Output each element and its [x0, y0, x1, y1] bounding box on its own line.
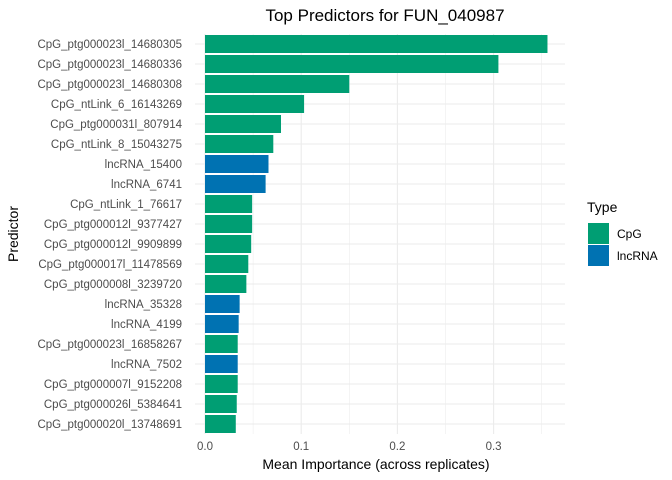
bar [205, 35, 548, 53]
bar [205, 295, 240, 313]
bars [205, 35, 548, 433]
bar [205, 175, 266, 193]
x-tick-label: 0.3 [486, 441, 502, 453]
y-axis-title: Predictor [5, 206, 21, 262]
bar [205, 315, 239, 333]
legend-label-cpg: CpG [617, 227, 642, 241]
y-tick-label: CpG_ntLink_6_16143269 [51, 99, 182, 111]
legend-title: Type [587, 199, 618, 215]
grid [195, 34, 565, 434]
legend-label-lncrna: lncRNA [617, 249, 658, 263]
bar [205, 115, 281, 133]
bar [205, 235, 252, 253]
y-tick-label: CpG_ntLink_8_15043275 [51, 139, 182, 151]
bar [205, 155, 269, 173]
legend-key-lncrna [588, 245, 609, 266]
y-tick-label: CpG_ptg000023l_16858267 [37, 339, 182, 351]
bar [205, 355, 238, 373]
bar [205, 135, 274, 153]
bar [205, 215, 253, 233]
y-tick-label: CpG_ntLink_1_76617 [70, 199, 182, 211]
bar [205, 55, 499, 73]
y-tick-label: CpG_ptg000008l_3239720 [44, 279, 182, 291]
bar [205, 255, 249, 273]
bar [205, 415, 236, 433]
y-tick-label: CpG_ptg000020l_13748691 [37, 419, 182, 431]
y-tick-label: CpG_ptg000012l_9909899 [44, 239, 182, 251]
x-axis-title: Mean Importance (across replicates) [262, 456, 489, 472]
y-tick-label: CpG_ptg000017l_11478569 [38, 259, 182, 271]
x-tick-label: 0.1 [293, 441, 309, 453]
bar [205, 75, 350, 93]
y-tick-label: CpG_ptg000012l_9377427 [44, 219, 182, 231]
y-tick-label: CpG_ptg000023l_14680308 [37, 79, 182, 91]
x-tick-labels: 0.0 0.1 0.2 0.3 [197, 441, 502, 453]
x-tick-label: 0.2 [389, 441, 405, 453]
bar [205, 375, 238, 393]
y-tick-label: CpG_ptg000007l_9152208 [44, 379, 182, 391]
y-tick-label: CpG_ptg000023l_14680305 [37, 39, 182, 51]
legend: Type CpG lncRNA [587, 199, 658, 266]
bar [205, 275, 247, 293]
legend-key-cpg [588, 223, 609, 244]
y-tick-label: lncRNA_4199 [111, 319, 182, 331]
bar [205, 195, 253, 213]
y-tick-label: CpG_ptg000026l_5384641 [44, 399, 182, 411]
y-tick-label: lncRNA_35328 [105, 299, 182, 311]
bar [205, 395, 237, 413]
y-tick-label: lncRNA_7502 [111, 359, 182, 371]
chart-title: Top Predictors for FUN_040987 [265, 6, 504, 25]
bar [205, 335, 238, 353]
y-tick-labels: CpG_ptg000023l_14680305 CpG_ptg000023l_14… [37, 39, 182, 431]
y-tick-label: lncRNA_6741 [111, 179, 182, 191]
y-tick-label: lncRNA_15400 [105, 159, 182, 171]
y-tick-label: CpG_ptg000031l_807914 [50, 119, 182, 131]
bar [205, 95, 305, 113]
y-tick-label: CpG_ptg000023l_14680336 [37, 59, 182, 71]
x-tick-label: 0.0 [197, 441, 213, 453]
